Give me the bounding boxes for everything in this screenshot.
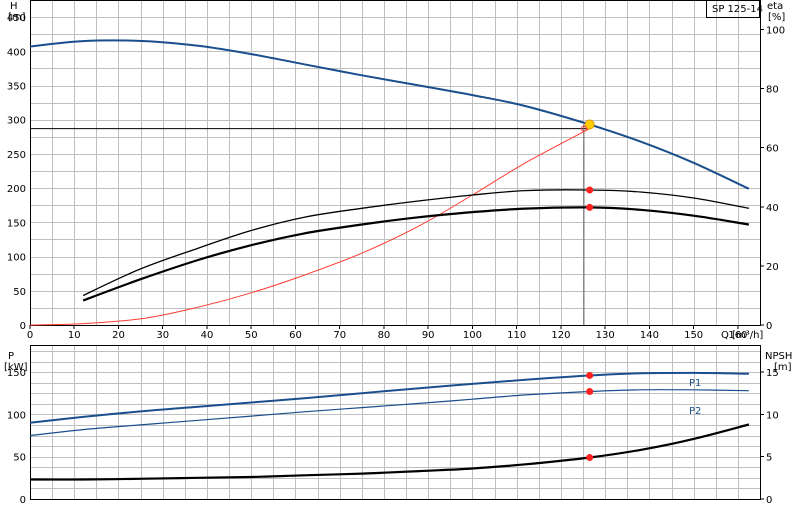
x-tick-label: 120 — [551, 330, 570, 341]
system-intersection-marker — [580, 125, 587, 132]
y-right-label-line2: [%] — [768, 12, 785, 23]
x-tick-label: 0 — [27, 330, 33, 341]
x-tick-label: 70 — [333, 330, 346, 341]
power-npsh-panel: 0 50 100 150 0 5 10 15 P [kW] NPSH [m] P1 P2 — [4, 345, 792, 506]
x-tick-label: 90 — [422, 330, 435, 341]
npsh-label-line1: NPSH — [765, 351, 792, 362]
p2-legend-label: P2 — [689, 406, 701, 417]
y-left-tick-label: 250 — [7, 150, 26, 161]
y-right-label-line1: eta — [767, 1, 783, 12]
title-box — [706, 0, 760, 18]
npsh-curve — [29, 423, 750, 481]
x-tick-label: 80 — [378, 330, 391, 341]
top-axes: 0 10 20 30 40 50 60 70 80 90 100 110 120 130 140 150 160… — [7, 0, 785, 341]
x-tick-label: 10 — [68, 330, 81, 341]
top-series — [29, 39, 750, 326]
x-tick-label: 20 — [112, 330, 125, 341]
eta_pump-marker — [586, 186, 594, 194]
top-labels: SP 125-14 H [m] eta [%] Q [m³/h] — [8, 1, 785, 341]
x-axis-label: Q [m³/h] — [721, 330, 763, 341]
p-tick-label: 150 — [7, 368, 26, 379]
x-tick-label: 30 — [156, 330, 169, 341]
y-left-tick-label: 0 — [20, 321, 26, 332]
p-tick-label: 0 — [20, 495, 26, 506]
eta_total-curve — [82, 206, 750, 302]
x-tick-label: 100 — [463, 330, 482, 341]
p-tick-label: 100 — [7, 410, 26, 421]
y-right-tick-label: 60 — [766, 144, 779, 155]
p1-legend-label: P1 — [689, 378, 701, 389]
top-frame — [30, 0, 761, 326]
bottom-frame — [30, 345, 761, 500]
p2-curve — [29, 389, 749, 437]
y-left-tick-label: 450 — [7, 13, 26, 24]
bottom-labels: P [kW] NPSH [m] P1 P2 — [4, 351, 792, 417]
y-right-tick-label: 100 — [766, 26, 785, 37]
y-right-tick-label: 80 — [766, 85, 779, 96]
y-left-tick-label: 150 — [7, 218, 26, 229]
x-tick-label: 60 — [289, 330, 302, 341]
head-efficiency-panel: 0 10 20 30 40 50 60 70 80 90 100 110 120 130 140 150 160… — [7, 0, 785, 341]
x-tick-label: 160 — [728, 330, 747, 341]
y-left-label-line2: [m] — [8, 12, 26, 23]
y-left-tick-label: 50 — [13, 287, 26, 298]
title-label: SP 125-14 — [712, 4, 763, 15]
p2-marker — [586, 388, 594, 396]
x-tick-label: 50 — [245, 330, 258, 341]
p1-curve — [29, 371, 749, 424]
y-left-tick-label: 100 — [7, 253, 26, 264]
x-tick-label: 110 — [507, 330, 526, 341]
x-tick-label: 150 — [684, 330, 703, 341]
npsh-tick-label: 10 — [766, 410, 779, 421]
p-tick-label: 50 — [13, 453, 26, 464]
bottom-series — [29, 371, 750, 481]
eta_pump-curve — [82, 189, 750, 297]
npsh-tick-label: 0 — [766, 495, 772, 506]
npsh-marker — [586, 454, 594, 462]
bottom-grid — [30, 345, 761, 500]
y-left-tick-label: 300 — [7, 116, 26, 127]
x-tick-label: 130 — [596, 330, 615, 341]
x-tick-label: 40 — [201, 330, 214, 341]
npsh-tick-label: 5 — [766, 453, 772, 464]
eta_total-marker — [586, 203, 594, 211]
duty-point-marker — [584, 119, 595, 130]
head-curve — [29, 39, 750, 190]
y-left-tick-label: 200 — [7, 184, 26, 195]
y-left-tick-label: 400 — [7, 47, 26, 58]
y-right-tick-label: 20 — [766, 262, 779, 273]
top-grid — [30, 0, 761, 326]
p1-marker — [586, 371, 594, 379]
system-curve — [29, 128, 590, 326]
npsh-label-line2: [m] — [774, 362, 792, 373]
y-right-tick-label: 0 — [766, 321, 772, 332]
p-label-line1: P — [8, 351, 14, 362]
y-right-tick-label: 40 — [766, 203, 779, 214]
npsh-tick-label: 15 — [766, 368, 779, 379]
p-label-line2: [kW] — [4, 362, 28, 373]
y-left-tick-label: 350 — [7, 82, 26, 93]
y-left-label-line1: H — [10, 1, 18, 12]
x-tick-label: 140 — [640, 330, 659, 341]
